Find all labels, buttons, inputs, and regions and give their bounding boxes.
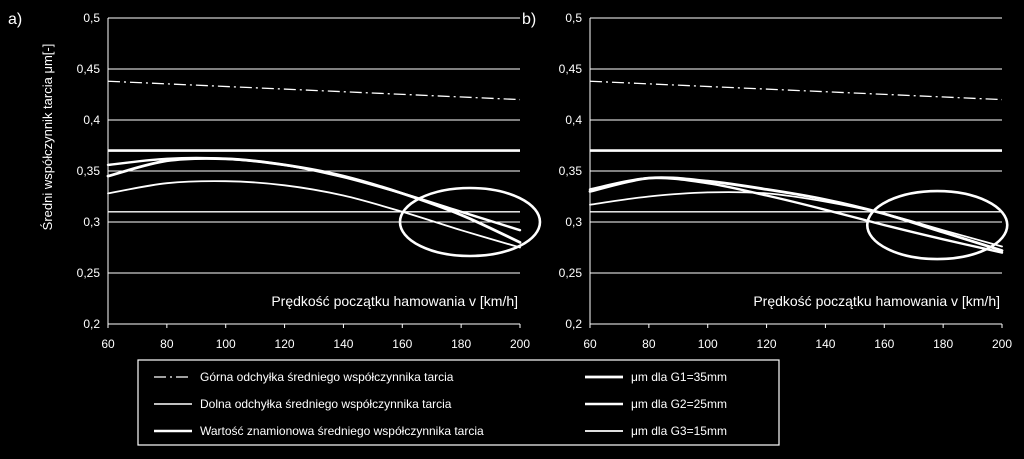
highlight-ellipse	[865, 189, 1009, 261]
highlight-ellipse	[398, 186, 542, 258]
x-tick-label: 140	[815, 337, 835, 351]
y-tick-label: 0,35	[77, 164, 101, 178]
legend-label-nominal: Wartość znamionowa średniego współczynni…	[200, 424, 484, 438]
chart-panel-a: a) 0,2 0,25 0,3 0,35 0,4 0,45 0,5 60 80 100 120 140 1…	[8, 11, 542, 351]
x-tick-label: 200	[510, 337, 530, 351]
x-tick-label: 120	[275, 337, 295, 351]
x-tick-label: 180	[933, 337, 953, 351]
series-line-g2	[106, 156, 522, 232]
x-tick-label: 60	[583, 337, 597, 351]
y-tick-label: 0,5	[83, 11, 100, 25]
legend-label-g2: μm dla G2=25mm	[631, 397, 727, 411]
y-tick-label: 0,2	[565, 317, 582, 331]
series-line-g2	[588, 176, 1004, 254]
x-tick-label: 140	[333, 337, 353, 351]
x-tick-label: 180	[451, 337, 471, 351]
x-axis-label: Prędkość początku hamowania v [km/h]	[271, 293, 518, 309]
y-tick-label: 0,45	[77, 62, 101, 76]
x-tick-label: 160	[392, 337, 412, 351]
y-tick-label: 0,4	[83, 113, 100, 127]
legend-box	[137, 359, 780, 446]
x-tick-label: 100	[216, 337, 236, 351]
y-tick-label: 0,25	[559, 266, 583, 280]
y-tick-label: 0,5	[565, 11, 582, 25]
panel-label: a)	[8, 11, 22, 28]
legend-label-g1: μm dla G1=35mm	[631, 370, 727, 384]
x-tick-label: 80	[160, 337, 174, 351]
series-line-g3	[107, 180, 521, 249]
legend-label-lower: Dolna odchyłka średniego współczynnika t…	[200, 397, 452, 411]
y-axis-label: Średni współczynnik tarcia μm[-]	[40, 44, 55, 231]
x-tick-label: 60	[101, 337, 115, 351]
chart-panel-b: b) 0,2 0,25 0,3 0,35 0,4 0,45 0,5 60 80 100 120 140 1…	[522, 11, 1012, 351]
panel-label: b)	[522, 11, 536, 28]
y-tick-label: 0,3	[83, 215, 100, 229]
y-tick-label: 0,4	[565, 113, 582, 127]
legend-label-g3: μm dla G3=15mm	[631, 424, 727, 438]
legend: Górna odchyłka średniego współczynnika t…	[137, 359, 780, 446]
legend-label-upper: Górna odchyłka średniego współczynnika t…	[200, 370, 454, 384]
x-tick-label: 160	[874, 337, 894, 351]
x-tick-label: 200	[992, 337, 1012, 351]
y-tick-label: 0,35	[559, 164, 583, 178]
x-tick-label: 120	[757, 337, 777, 351]
x-axis-label: Prędkość początku hamowania v [km/h]	[753, 293, 1000, 309]
reference-line-upper	[589, 80, 1003, 101]
series-line-g3	[589, 191, 1003, 248]
y-tick-label: 0,25	[77, 266, 101, 280]
x-tick-label: 100	[698, 337, 718, 351]
y-tick-label: 0,3	[565, 215, 582, 229]
y-tick-label: 0,2	[83, 317, 100, 331]
x-tick-label: 80	[642, 337, 656, 351]
y-tick-label: 0,45	[559, 62, 583, 76]
reference-line-upper	[107, 80, 521, 101]
